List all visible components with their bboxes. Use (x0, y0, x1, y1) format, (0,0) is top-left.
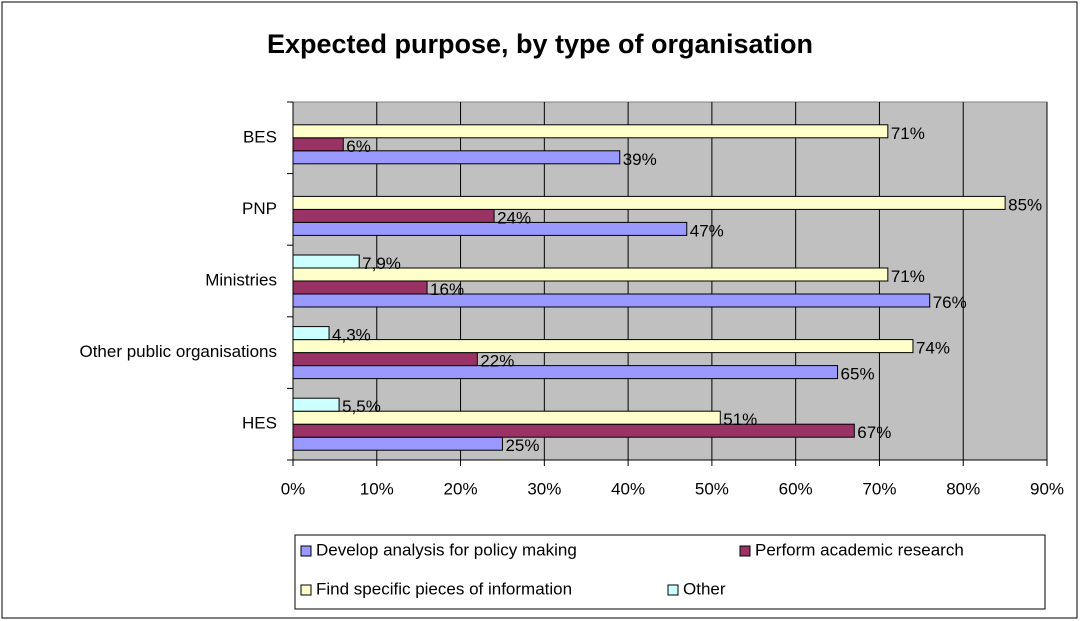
value-label: 67% (857, 423, 891, 442)
value-label: 25% (505, 436, 539, 455)
bar (292, 397, 340, 412)
value-label: 76% (933, 293, 967, 312)
value-label: 4,3% (332, 326, 371, 345)
bar (292, 208, 495, 223)
x-tick-label: 10% (360, 479, 394, 498)
legend-label: Find specific pieces of information (316, 579, 572, 598)
bar (292, 326, 330, 341)
bar (292, 195, 1006, 210)
legend-box (294, 534, 1046, 610)
bar (292, 293, 931, 308)
bar (292, 410, 721, 425)
bar (292, 137, 344, 152)
legend-label: Develop analysis for policy making (316, 540, 577, 559)
chart-title: Expected purpose, by type of organisatio… (267, 29, 813, 59)
value-label: 5,5% (342, 397, 381, 416)
bar (292, 124, 889, 139)
bar (292, 352, 478, 367)
y-tick-label: BES (243, 127, 277, 146)
bar (292, 150, 621, 165)
x-tick-label: 40% (611, 479, 645, 498)
value-label: 85% (1008, 195, 1042, 214)
legend-label: Perform academic research (755, 540, 964, 559)
value-label: 6% (346, 137, 371, 156)
y-tick-label: Ministries (205, 270, 277, 289)
x-tick-label: 30% (527, 479, 561, 498)
legend-swatch (300, 545, 312, 557)
bar (292, 267, 889, 282)
value-label: 71% (891, 124, 925, 143)
bar (292, 280, 428, 295)
y-tick-label: Other public organisations (79, 342, 277, 361)
legend-swatch (667, 584, 679, 596)
x-tick-label: 90% (1030, 479, 1064, 498)
x-tick-label: 50% (695, 479, 729, 498)
value-label: 39% (623, 150, 657, 169)
value-label: 7,9% (362, 254, 401, 273)
bar (292, 339, 914, 354)
x-tick-label: 80% (946, 479, 980, 498)
bar (292, 436, 503, 451)
value-label: 22% (480, 352, 514, 371)
value-label: 65% (841, 365, 875, 384)
bar (292, 221, 688, 236)
value-label: 51% (723, 410, 757, 429)
value-label: 74% (916, 339, 950, 358)
legend-label: Other (683, 579, 726, 598)
bar (292, 423, 855, 438)
legend-swatch (300, 584, 312, 596)
value-label: 47% (690, 221, 724, 240)
bar (292, 365, 839, 380)
value-label: 16% (430, 280, 464, 299)
value-label: 71% (891, 267, 925, 286)
y-tick-label: PNP (242, 199, 277, 218)
x-tick-label: 60% (779, 479, 813, 498)
x-tick-label: 20% (444, 479, 478, 498)
y-tick-label: HES (242, 414, 277, 433)
value-label: 24% (497, 208, 531, 227)
legend-swatch (739, 545, 751, 557)
x-tick-label: 0% (281, 479, 306, 498)
bar (292, 254, 360, 269)
x-tick-label: 70% (862, 479, 896, 498)
